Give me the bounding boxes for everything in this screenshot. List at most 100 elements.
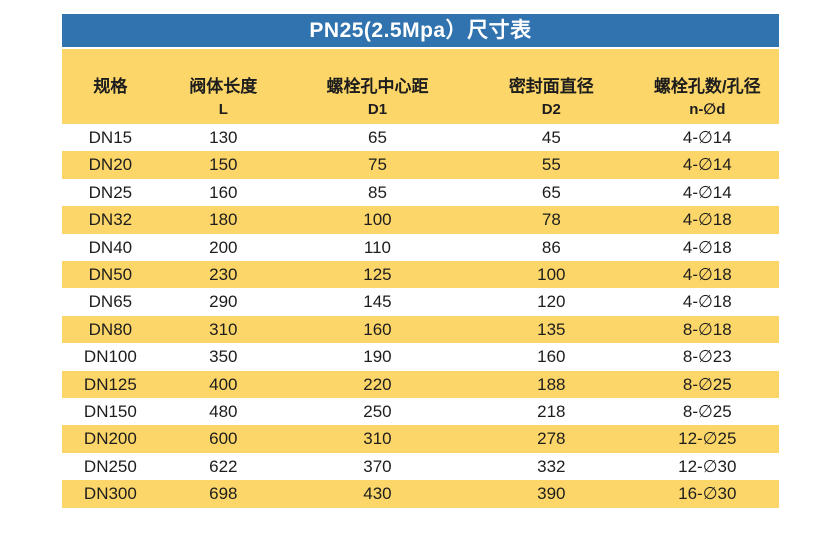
value-cell: 78 — [541, 210, 561, 230]
value-cell: 150 — [209, 155, 238, 175]
value-cell: 130 — [209, 128, 238, 147]
value-cell: 55 — [541, 155, 561, 175]
table-row: DN250 622 370 332 12-∅30 — [62, 452, 779, 481]
spec-cell: DN150 — [83, 402, 137, 422]
column-header-bolt-holes: 螺栓孔数/孔径 n-∅d — [636, 49, 779, 124]
value-cell: 250 — [363, 402, 392, 422]
value-cell: 698 — [209, 484, 238, 504]
table-header: 规格 阀体长度 L 螺栓孔中心距 D1 密封面直径 D2 螺栓孔数/孔径 — [62, 49, 779, 124]
column-sublabel: n-∅d — [689, 101, 726, 118]
value-cell: 12-∅25 — [678, 429, 737, 449]
value-cell: 120 — [537, 292, 566, 312]
value-cell: 4-∅18 — [682, 237, 732, 257]
table-row: DN40 200 110 86 4-∅18 — [62, 233, 779, 262]
table-row: DN80 310 160 135 8-∅18 — [62, 315, 779, 344]
value-cell: 100 — [363, 210, 392, 230]
table-row: DN50 230 125 100 4-∅18 — [62, 261, 779, 289]
value-cell: 160 — [209, 182, 238, 202]
column-sublabel: L — [218, 101, 228, 118]
value-cell: 8-∅25 — [682, 374, 732, 394]
table-row: DN25 160 85 65 4-∅14 — [62, 178, 779, 207]
value-cell: 65 — [367, 128, 387, 147]
header-row: 规格 阀体长度 L 螺栓孔中心距 D1 密封面直径 D2 螺栓孔数/孔径 — [62, 49, 779, 124]
value-cell: 145 — [363, 292, 392, 312]
value-cell: 45 — [541, 128, 561, 147]
spec-cell: DN125 — [83, 374, 137, 394]
spec-cell: DN32 — [88, 210, 133, 230]
table-row: DN125 400 220 188 8-∅25 — [62, 370, 779, 399]
column-sublabel: D2 — [541, 101, 561, 118]
value-cell: 622 — [209, 456, 238, 476]
spec-cell: DN50 — [88, 265, 133, 285]
spec-cell: DN40 — [88, 237, 133, 257]
spec-cell: DN250 — [83, 456, 137, 476]
value-cell: 430 — [363, 484, 392, 504]
value-cell: 278 — [537, 429, 566, 449]
value-cell: 86 — [541, 237, 561, 257]
spec-cell: DN100 — [83, 347, 137, 367]
value-cell: 310 — [209, 319, 238, 339]
value-cell: 4-∅14 — [682, 128, 732, 147]
table-row: DN100 350 190 160 8-∅23 — [62, 343, 779, 371]
table-row: DN150 480 250 218 8-∅25 — [62, 398, 779, 426]
table-row: DN200 600 310 278 12-∅25 — [62, 425, 779, 453]
spec-cell: DN200 — [83, 429, 137, 449]
value-cell: 75 — [367, 155, 387, 175]
value-cell: 370 — [363, 456, 392, 476]
value-cell: 290 — [209, 292, 238, 312]
spec-cell: DN80 — [88, 319, 133, 339]
value-cell: 12-∅30 — [678, 456, 737, 476]
column-label: 密封面直径 — [508, 77, 594, 96]
value-cell: 600 — [209, 429, 238, 449]
value-cell: 200 — [209, 237, 238, 257]
value-cell: 188 — [537, 374, 566, 394]
value-cell: 8-∅23 — [682, 347, 732, 367]
value-cell: 4-∅18 — [682, 210, 732, 230]
spec-cell: DN25 — [88, 182, 133, 202]
value-cell: 4-∅18 — [682, 292, 732, 312]
column-label: 规格 — [93, 77, 128, 96]
value-cell: 100 — [537, 265, 566, 285]
column-header-length: 阀体长度 L — [159, 49, 288, 124]
value-cell: 180 — [209, 210, 238, 230]
value-cell: 8-∅18 — [682, 319, 732, 339]
dimension-table: 规格 阀体长度 L 螺栓孔中心距 D1 密封面直径 D2 螺栓孔数/孔径 — [62, 49, 779, 508]
value-cell: 135 — [537, 319, 566, 339]
value-cell: 390 — [537, 484, 566, 504]
column-header-bolt-circle: 螺栓孔中心距 D1 — [288, 49, 467, 124]
table-title: PN25(2.5Mpa）尺寸表 — [62, 14, 779, 47]
value-cell: 4-∅14 — [682, 182, 732, 202]
value-cell: 310 — [363, 429, 392, 449]
value-cell: 85 — [367, 182, 387, 202]
value-cell: 65 — [541, 182, 561, 202]
table-body: DN15 130 65 45 4-∅14 DN20 150 75 55 4-∅14 DN25 160 8… — [62, 124, 779, 508]
table-row: DN20 150 75 55 4-∅14 — [62, 151, 779, 179]
value-cell: 332 — [537, 456, 566, 476]
spec-cell: DN65 — [88, 292, 133, 312]
value-cell: 160 — [363, 319, 392, 339]
value-cell: 190 — [363, 347, 392, 367]
value-cell: 4-∅18 — [682, 265, 732, 285]
spec-cell: DN300 — [83, 484, 137, 504]
value-cell: 160 — [537, 347, 566, 367]
table-row: DN65 290 145 120 4-∅18 — [62, 288, 779, 316]
column-label: 阀体长度 — [189, 77, 258, 96]
value-cell: 350 — [209, 347, 238, 367]
column-label: 螺栓孔中心距 — [326, 77, 429, 96]
value-cell: 125 — [363, 265, 392, 285]
spec-cell: DN20 — [88, 155, 133, 175]
column-header-spec: 规格 — [62, 49, 159, 124]
value-cell: 220 — [363, 374, 392, 394]
table-row: DN32 180 100 78 4-∅18 — [62, 206, 779, 234]
value-cell: 230 — [209, 265, 238, 285]
table-row: DN300 698 430 390 16-∅30 — [62, 480, 779, 508]
spec-cell: DN15 — [88, 128, 133, 147]
column-sublabel — [62, 99, 159, 120]
value-cell: 16-∅30 — [678, 484, 737, 504]
value-cell: 4-∅14 — [682, 155, 732, 175]
value-cell: 8-∅25 — [682, 402, 732, 422]
table-row: DN15 130 65 45 4-∅14 — [62, 124, 779, 152]
value-cell: 400 — [209, 374, 238, 394]
value-cell: 218 — [537, 402, 566, 422]
value-cell: 110 — [363, 237, 391, 257]
